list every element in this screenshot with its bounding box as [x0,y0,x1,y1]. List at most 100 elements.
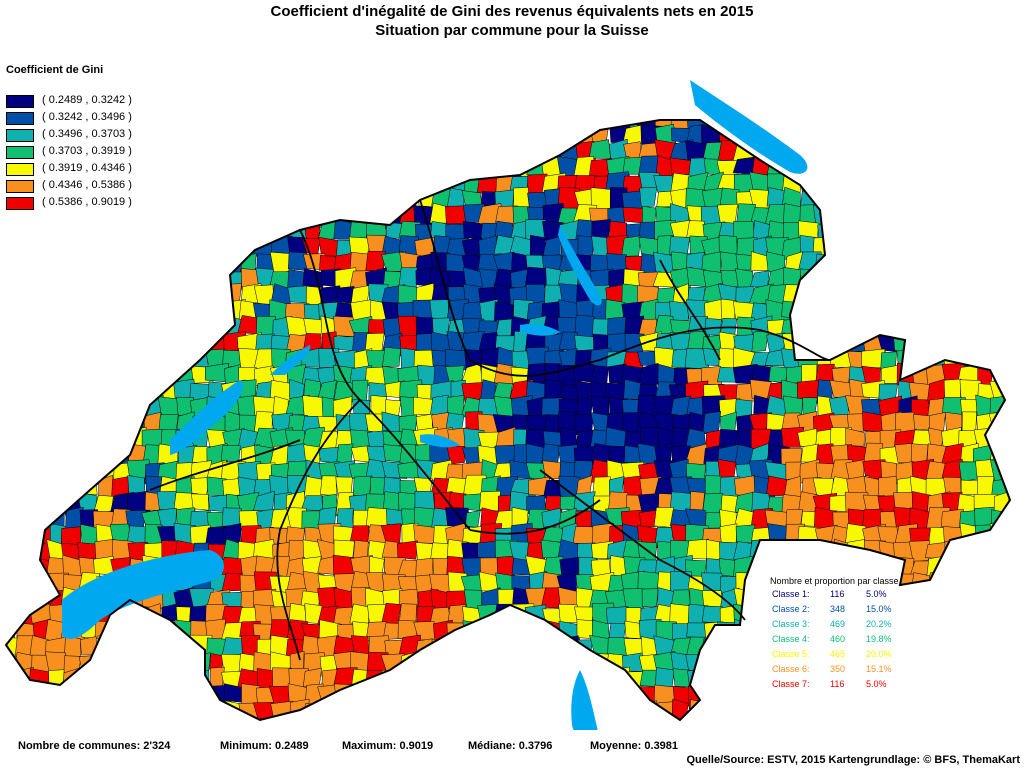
commune-region [189,120,210,132]
commune-region [365,186,389,211]
commune-region [415,715,439,720]
commune-region [479,701,501,720]
commune-region [943,122,965,143]
commune-region [6,174,20,193]
commune-region [880,221,900,242]
switzerland-map [4,80,1012,730]
commune-region [445,635,470,662]
commune-region [961,654,983,675]
commune-region [990,605,1010,628]
commune-region [289,698,310,719]
commune-region [31,140,53,161]
commune-region [735,253,754,271]
commune-region [253,221,274,245]
legend-swatch [6,146,34,159]
commune-region [815,284,836,306]
commune-region [893,140,918,162]
commune-region [64,411,89,432]
commune-region [319,475,337,497]
commune-region [95,379,116,402]
commune-region [239,141,259,162]
commune-region [113,428,133,452]
commune-region [465,510,481,528]
commune-region [62,271,86,293]
commune-region [126,268,148,292]
commune-region [910,255,932,275]
commune-region [909,202,930,228]
commune-region [845,427,865,447]
commune-region [990,652,1010,675]
commune-region [6,251,23,272]
commune-region [557,653,580,673]
commune-region [109,236,136,260]
commune-region [6,507,22,529]
commune-region [29,475,49,500]
commune-region [6,411,20,431]
commune-region [942,269,966,287]
commune-region [924,541,947,560]
commune-region [896,220,919,242]
commune-region [189,159,209,176]
commune-region [14,333,36,357]
class-stats-count: 465 [830,649,846,659]
commune-region [941,335,963,355]
commune-region [961,556,981,578]
commune-region [845,539,865,561]
commune-region [1008,474,1010,502]
commune-region [66,285,86,305]
commune-region [172,270,195,291]
commune-region [79,319,100,336]
commune-region [752,683,769,704]
commune-region [6,538,17,564]
commune-region [237,204,262,226]
commune-region [830,301,855,323]
commune-region [974,318,996,338]
class-stats-label: Classe 2: [772,604,810,614]
commune-region [973,187,998,209]
commune-region [92,172,117,192]
commune-region [700,716,722,720]
commune-region [336,139,356,164]
commune-region [145,154,162,179]
commune-region [431,684,454,708]
commune-region [29,120,53,127]
commune-region [413,701,437,720]
commune-region [125,347,148,371]
commune-region [254,124,276,146]
commune-region [957,171,984,196]
commune-region [126,606,148,627]
commune-region [351,715,375,720]
commune-region [189,123,214,146]
commune-region [974,252,995,272]
commune-region [48,334,69,351]
commune-region [191,700,213,720]
commune-region [944,634,964,662]
class-stats-label: Classe 6: [772,664,810,674]
commune-region [94,236,116,259]
commune-region [97,186,117,208]
commune-region [366,172,388,195]
commune-region [6,284,22,305]
commune-region [957,189,982,210]
commune-region [6,365,20,384]
commune-region [16,188,36,208]
commune-region [957,302,978,323]
commune-region [221,208,243,228]
commune-region [142,332,164,356]
commune-region [14,139,33,162]
commune-region [975,652,996,674]
commune-region [48,669,65,689]
commune-region [175,175,196,191]
commune-region [16,252,36,277]
canton-border [276,399,361,661]
commune-region [749,669,771,692]
commune-region [79,446,98,469]
commune-region [958,284,979,306]
commune-region [941,316,966,336]
commune-region [125,187,150,212]
commune-region [925,603,950,625]
commune-region [6,445,23,468]
commune-region [49,686,66,706]
commune-region [814,542,841,563]
commune-region [141,286,165,307]
